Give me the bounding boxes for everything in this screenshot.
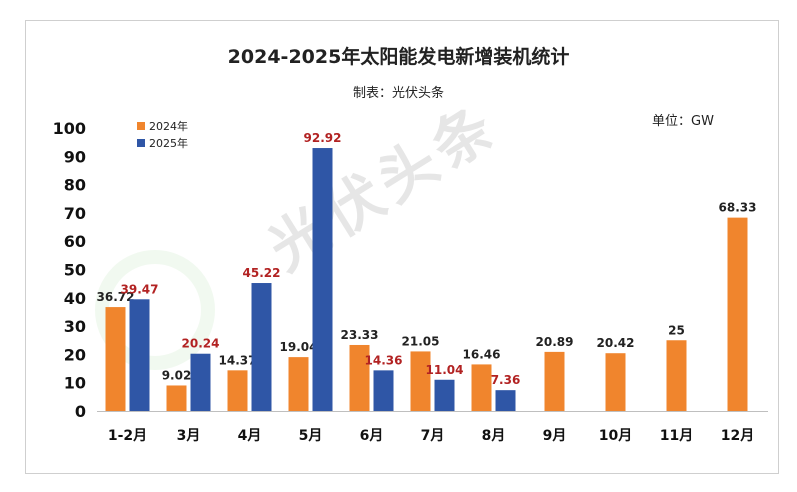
x-tick-label: 12月 [721,428,754,444]
unit-label: 单位：GW [652,114,714,129]
data-label-2025: 11.04 [426,363,464,377]
data-label-2025: 92.92 [304,131,342,145]
legend-item-2025: 2025年 [137,135,188,151]
x-tick-label: 8月 [482,428,506,444]
y-tick-label: 60 [64,232,86,251]
data-label-2024: 9.02 [162,368,192,382]
chart-title: 2024-2025年太阳能发电新增装机统计 [227,46,570,68]
legend-item-2024: 2024年 [137,118,188,134]
data-label-2025: 7.36 [491,373,521,387]
bar-2024 [166,385,187,411]
bar-2024 [727,217,748,411]
data-label-2025: 45.22 [243,266,281,280]
data-label-2024: 68.33 [719,201,757,215]
bar-2024 [349,344,370,411]
data-label-2024: 25 [668,323,685,337]
bar-2025 [434,379,455,411]
bar-2025 [190,353,211,411]
data-label-2024: 20.89 [536,335,574,349]
bar-2025 [495,390,516,411]
y-tick-label: 20 [64,345,86,364]
x-tick-label: 3月 [177,428,201,444]
bar-2024 [666,340,687,411]
x-tick-label: 5月 [299,428,323,444]
bar-2024 [471,364,492,411]
bar-2025 [129,299,150,411]
bar-2024 [105,307,126,411]
data-label-2024: 36.72 [97,290,135,304]
y-tick-label: 30 [64,317,86,336]
bar-2024 [288,357,309,411]
x-tick-label: 6月 [360,428,384,444]
data-label-2024: 20.42 [597,336,635,350]
y-tick-label: 80 [64,176,86,195]
y-tick-label: 0 [75,402,86,421]
x-tick-label: 1-2月 [108,428,147,444]
x-tick-label: 9月 [543,428,567,444]
bar-2025 [251,283,272,411]
x-tick-label: 7月 [421,428,445,444]
data-label-2025: 39.47 [121,282,159,296]
y-tick-label: 40 [64,289,86,308]
legend-swatch-2024 [137,122,145,130]
chart-frame [25,20,779,474]
legend-label-2024: 2024年 [149,120,188,133]
data-label-2024: 21.05 [402,334,440,348]
data-label-2024: 16.46 [463,347,501,361]
y-tick-label: 70 [64,204,86,223]
bar-2025 [312,148,333,411]
x-tick-label: 10月 [599,428,632,444]
data-label-2025: 20.24 [182,337,220,351]
y-tick-label: 50 [64,261,86,280]
data-label-2024: 19.04 [280,340,318,354]
y-tick-label: 10 [64,374,86,393]
bar-2024 [544,351,565,411]
legend-label-2025: 2025年 [149,137,188,150]
x-tick-label: 4月 [238,428,262,444]
bar-2024 [605,353,626,411]
y-tick-label: 100 [53,119,86,138]
data-label-2025: 14.36 [365,353,403,367]
chart-source: 制表：光伏头条 [352,86,444,101]
bar-2024 [410,351,431,411]
y-tick-label: 90 [64,147,86,166]
legend-swatch-2025 [137,139,145,147]
data-label-2024: 23.33 [341,328,379,342]
bar-2024 [227,370,248,411]
data-label-2024: 14.37 [219,353,257,367]
x-tick-label: 11月 [660,428,693,444]
bar-2025 [373,370,394,411]
